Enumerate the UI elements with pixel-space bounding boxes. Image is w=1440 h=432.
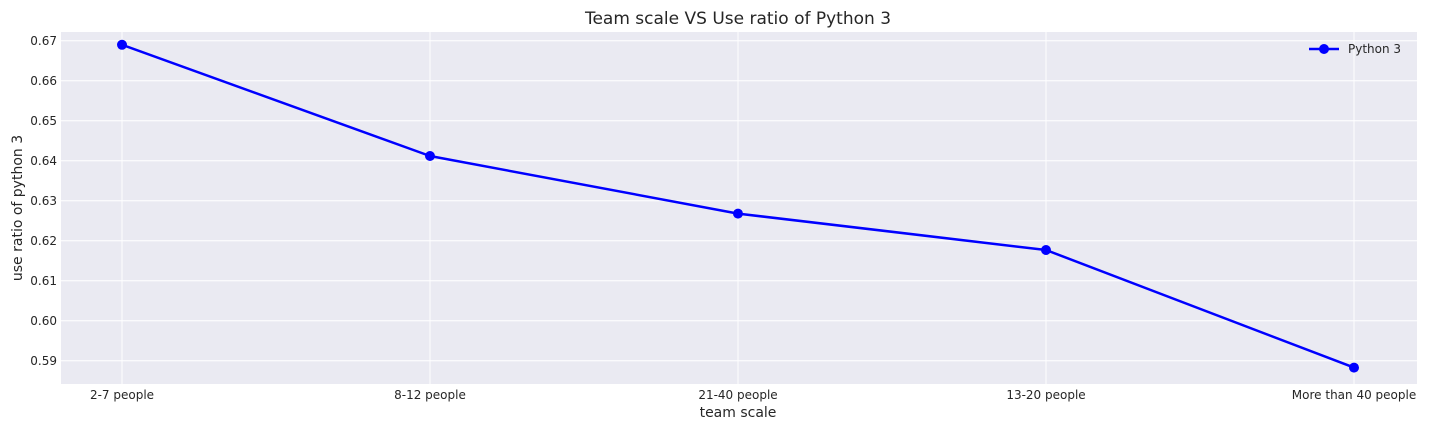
y-axis-ticks: 0.59 0.60 0.61 0.62 0.63 0.64 0.65 0.66 0.67 <box>30 34 57 368</box>
y-tick-label: 0.65 <box>30 114 57 128</box>
x-tick-label: More than 40 people <box>1292 388 1416 402</box>
series-layer <box>117 39 1359 373</box>
y-tick-label: 0.66 <box>30 74 57 88</box>
chart-title: Team scale VS Use ratio of Python 3 <box>584 9 891 29</box>
y-tick-label: 0.62 <box>30 234 57 248</box>
legend-marker <box>1319 44 1329 54</box>
y-tick-label: 0.61 <box>30 274 57 288</box>
x-tick-label: 21-40 people <box>698 388 777 402</box>
x-tick-label: 8-12 people <box>394 388 466 402</box>
y-tick-label: 0.59 <box>30 354 57 368</box>
x-tick-label: 13-20 people <box>1006 388 1085 402</box>
y-tick-label: 0.63 <box>30 194 57 208</box>
y-tick-label: 0.64 <box>30 154 57 168</box>
data-point <box>1349 362 1359 373</box>
y-axis-label: use ratio of python 3 <box>10 135 26 281</box>
y-tick-label: 0.67 <box>30 34 57 48</box>
data-point <box>1041 245 1051 255</box>
grid-lines <box>61 32 1417 384</box>
legend: Python 3 <box>1309 42 1401 56</box>
data-point <box>733 208 743 219</box>
x-axis-ticks: 2-7 people 8-12 people 21-40 people 13-20 p… <box>90 388 1416 402</box>
plot-area <box>61 32 1417 384</box>
x-tick-label: 2-7 people <box>90 388 154 402</box>
legend-label: Python 3 <box>1348 42 1401 56</box>
data-point <box>117 39 127 50</box>
x-axis-label: team scale <box>700 405 777 421</box>
data-point <box>425 151 435 161</box>
y-tick-label: 0.60 <box>30 314 57 328</box>
